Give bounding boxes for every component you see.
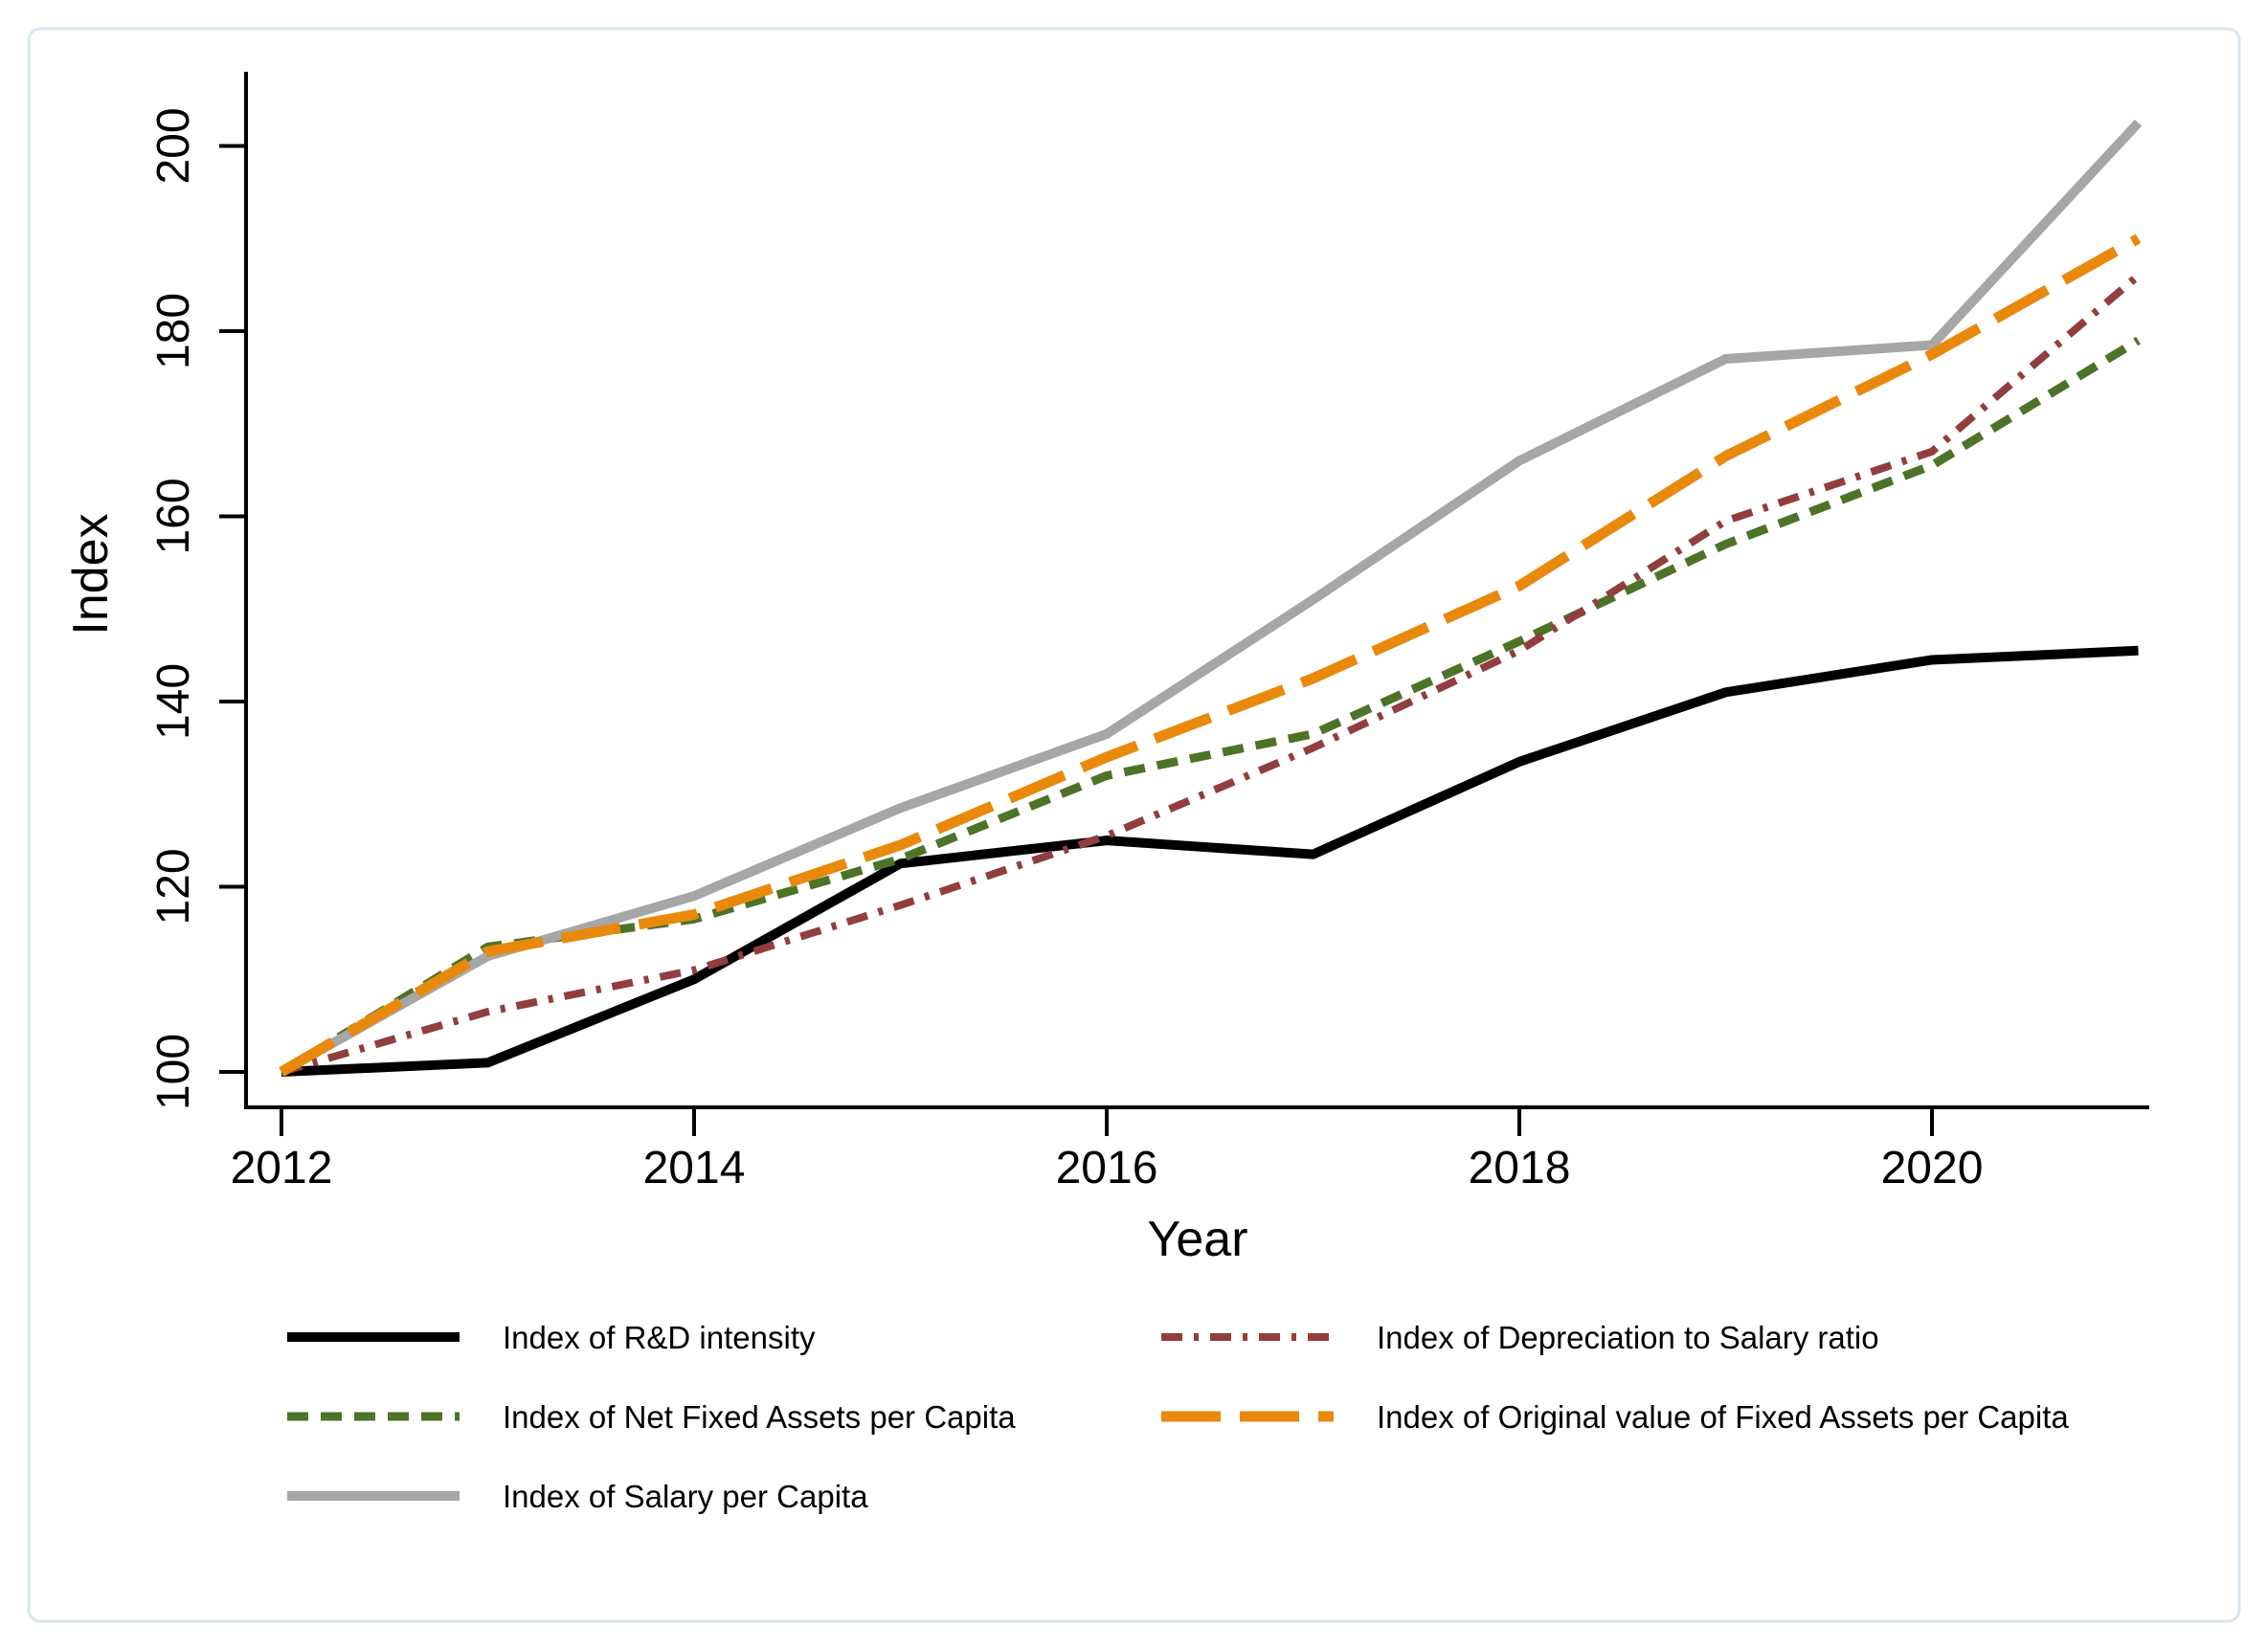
x-axis-title: Year <box>1147 1212 1247 1267</box>
y-tick-label: 100 <box>148 1034 199 1110</box>
legend-label-depreciation-ratio: Index of Depreciation to Salary ratio <box>1377 1320 1879 1355</box>
legend: Index of R&D intensity Index of Net Fixe… <box>287 1320 2069 1514</box>
x-tick-label: 2016 <box>1056 1143 1158 1193</box>
legend-key-lines <box>287 1332 1334 1501</box>
x-tick-label: 2012 <box>231 1143 333 1193</box>
y-tick-label: 120 <box>148 848 199 925</box>
y-axis-ticks: 100 120 140 160 180 200 <box>148 107 246 1110</box>
x-tick-label: 2014 <box>643 1143 746 1193</box>
x-tick-label: 2018 <box>1469 1143 1571 1193</box>
x-axis-ticks: 2012 2014 2016 2018 2020 <box>231 1107 1984 1193</box>
x-tick-label: 2020 <box>1881 1143 1984 1193</box>
y-tick-label: 200 <box>148 107 199 184</box>
y-axis-title: Index <box>63 513 119 635</box>
legend-label-net-fixed-assets: Index of Net Fixed Assets per Capita <box>503 1399 1016 1435</box>
y-tick-label: 180 <box>148 293 199 369</box>
axis-lines <box>244 72 2149 1109</box>
legend-label-original-value: Index of Original value of Fixed Assets … <box>1377 1399 2069 1435</box>
series-line-3 <box>279 119 2143 1077</box>
series-lines <box>279 119 2143 1077</box>
plot-axes <box>244 72 2149 1109</box>
y-tick-label: 140 <box>148 663 199 740</box>
y-tick-label: 160 <box>148 478 199 554</box>
series-line-2 <box>279 336 2141 1076</box>
legend-label-rd-intensity: Index of R&D intensity <box>503 1320 816 1355</box>
series-line-5 <box>279 234 2142 1077</box>
figure-frame <box>27 27 2241 1623</box>
series-line-4 <box>280 272 2142 1076</box>
series-line-1 <box>281 645 2139 1077</box>
legend-label-salary-per-capita: Index of Salary per Capita <box>503 1479 868 1514</box>
